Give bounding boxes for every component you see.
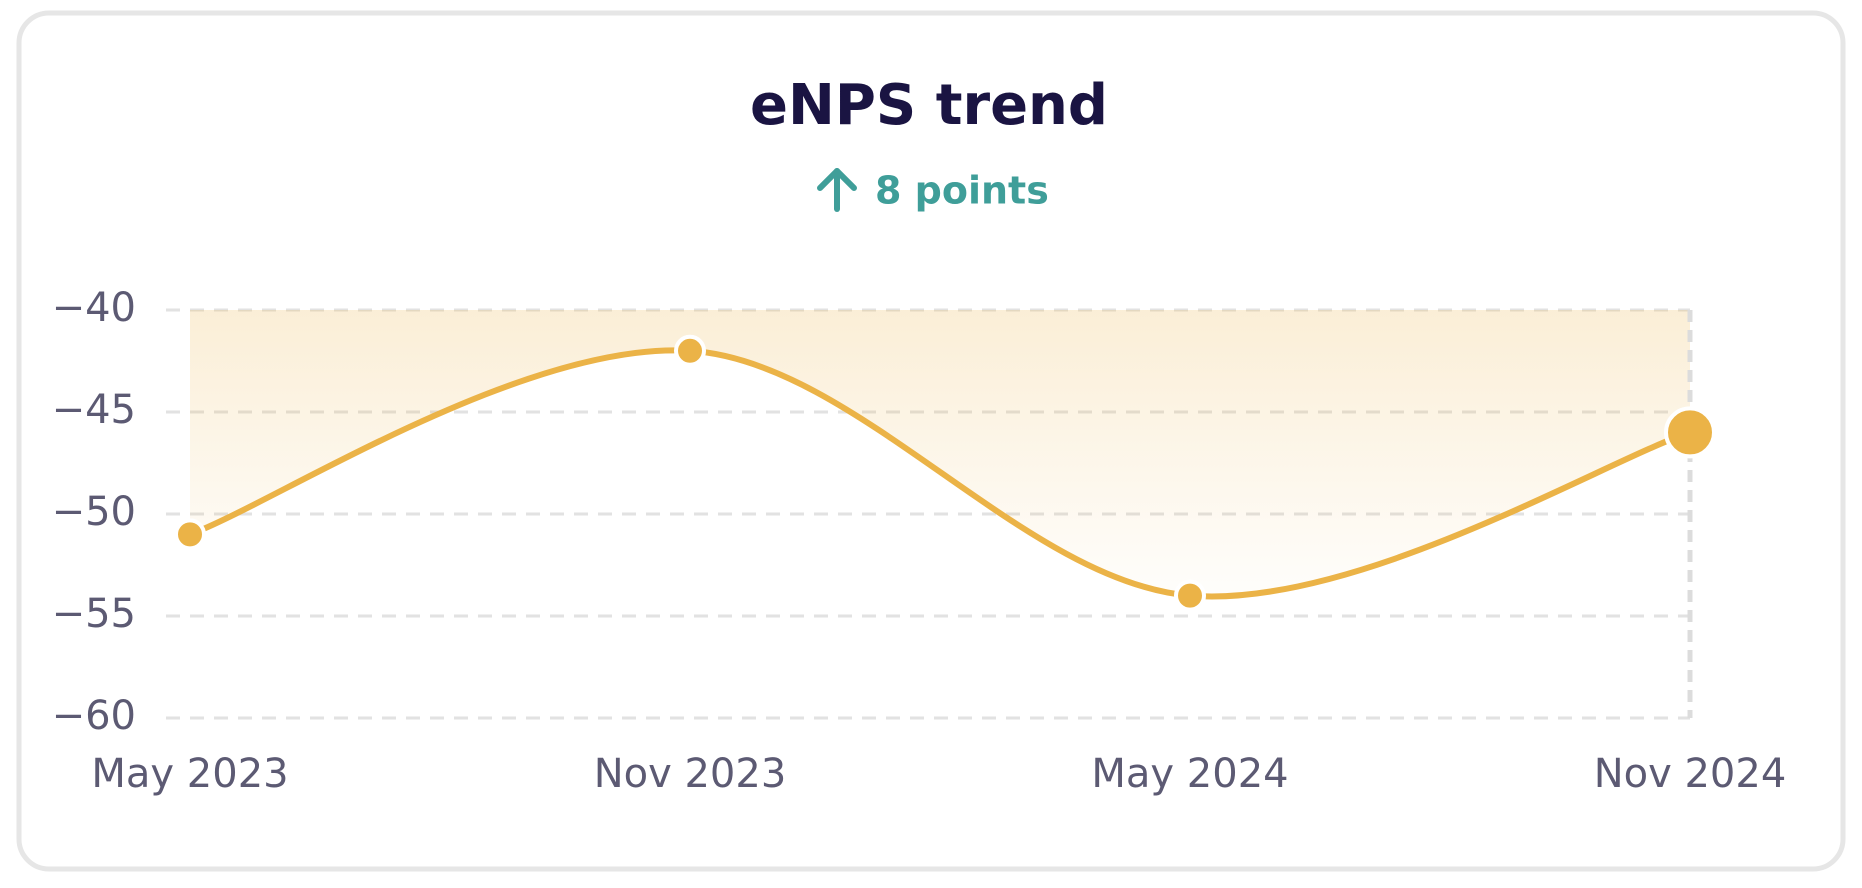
x-tick-label: May 2023 (91, 751, 288, 797)
point (174, 518, 206, 551)
y-tick-label: −60 (52, 693, 136, 739)
plot: −60 −55 −50 −45 −40 May 2023 Nov 2023 May 2024 N… (52, 285, 1787, 797)
trend-arrow (817, 168, 857, 212)
x-tick-label: Nov 2024 (1594, 751, 1787, 797)
chart-title: eNPS trend (750, 73, 1108, 138)
y-tick-label: −50 (52, 489, 136, 535)
area (190, 310, 1690, 597)
y-tick-label: −40 (52, 285, 136, 331)
point (1174, 579, 1206, 612)
y-tick-label: −55 (52, 591, 136, 637)
chart-subtitle: 8 points (875, 169, 1049, 213)
line (187, 347, 1693, 600)
point (674, 334, 706, 367)
x-tick-label: Nov 2023 (594, 751, 787, 797)
point (1664, 406, 1716, 459)
y-tick-label: −45 (52, 387, 136, 433)
x-tick-label: May 2024 (1091, 751, 1288, 797)
